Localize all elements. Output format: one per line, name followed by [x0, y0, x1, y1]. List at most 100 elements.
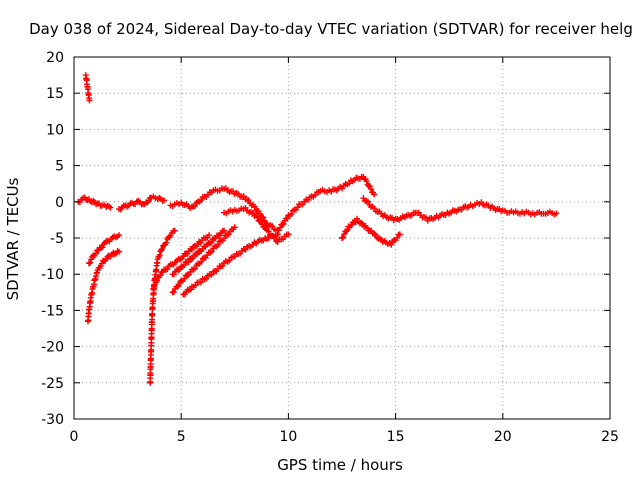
data-point: [156, 252, 163, 259]
data-point: [163, 239, 170, 246]
data-point: [181, 275, 188, 282]
series-spike-top: [82, 72, 93, 104]
data-point: [107, 204, 114, 211]
data-point: [366, 183, 373, 190]
data-point: [285, 231, 292, 238]
series-arc-2: [86, 232, 123, 267]
series-arc-4: [169, 227, 228, 278]
series-arc-3: [150, 232, 213, 292]
series-lower-band: [221, 204, 292, 245]
y-tick-label: 0: [55, 195, 64, 211]
y-tick-label: 5: [55, 159, 64, 175]
data-point: [92, 250, 99, 257]
data-point: [245, 197, 252, 204]
data-point: [251, 203, 258, 210]
data-point: [269, 223, 276, 230]
data-point: [86, 97, 93, 104]
data-point: [240, 193, 247, 200]
data-point: [219, 262, 226, 269]
data-point: [158, 247, 165, 254]
y-tick-label: 20: [46, 50, 64, 66]
data-point: [87, 259, 94, 266]
data-point: [225, 231, 232, 238]
data-point: [191, 265, 198, 272]
data-point: [157, 272, 164, 279]
data-point: [340, 234, 347, 241]
data-point: [258, 218, 265, 225]
data-point: [116, 248, 123, 255]
data-point: [262, 220, 269, 227]
data-point: [208, 248, 215, 255]
data-point: [231, 224, 238, 231]
series-flat-early: [75, 194, 114, 211]
data-point: [367, 186, 374, 193]
data-point: [116, 232, 123, 239]
x-tick-label: 20: [494, 429, 512, 445]
x-tick-label: 15: [387, 429, 405, 445]
data-point: [191, 202, 198, 209]
data-point: [221, 227, 228, 234]
y-tick-label: 10: [46, 122, 64, 138]
series-deep-arc-1: [84, 248, 123, 325]
data-point: [256, 210, 263, 217]
data-point: [153, 277, 160, 284]
y-axis-label: SDTVAR / TECUs: [4, 177, 22, 300]
x-tick-label: 0: [70, 429, 79, 445]
y-tick-label: 15: [46, 86, 64, 102]
y-tick-label: -20: [41, 340, 64, 356]
data-point: [170, 288, 177, 295]
y-tick-label: -10: [41, 267, 64, 283]
x-tick-label: 25: [601, 429, 619, 445]
data-point: [197, 279, 204, 286]
data-point: [288, 211, 295, 218]
data-point: [208, 271, 215, 278]
series-arc-5: [169, 224, 238, 296]
x-tick-label: 5: [177, 429, 186, 445]
data-point: [260, 214, 267, 221]
data-point: [371, 191, 378, 198]
data-point: [171, 227, 178, 234]
data-point: [352, 219, 359, 226]
axis-ticks: 0 5 10 15 20 25 -30 -25 -20 -15 -10 -5 0 5 10 15 20: [41, 50, 619, 445]
data-point: [99, 244, 106, 251]
data-point: [553, 210, 560, 217]
data-point: [145, 198, 152, 205]
data-point: [396, 231, 403, 238]
data-point: [261, 223, 268, 230]
y-tick-label: -5: [50, 231, 64, 247]
data-point: [161, 197, 168, 204]
data-point: [164, 266, 171, 273]
data-point: [280, 220, 287, 227]
series-mid-band: [167, 173, 378, 234]
data-point: [254, 214, 261, 221]
data-point: [388, 241, 395, 248]
y-tick-label: -15: [41, 303, 64, 319]
data-point: [193, 251, 200, 258]
data-point: [422, 214, 429, 221]
series-dip: [339, 215, 403, 248]
y-tick-label: -25: [41, 376, 64, 392]
data-point: [394, 234, 401, 241]
data-point: [284, 215, 291, 222]
data-point: [363, 178, 370, 185]
chart-title: Day 038 of 2024, Sidereal Day-to-day VTE…: [29, 20, 633, 38]
series-arc-6: [180, 231, 281, 298]
data-point: [271, 234, 278, 241]
data-point: [158, 246, 165, 253]
data-point: [206, 232, 213, 239]
y-tick-label: -30: [41, 412, 64, 428]
data-point: [174, 283, 181, 290]
data-point: [265, 228, 272, 235]
data-point: [185, 259, 192, 266]
data-point: [175, 282, 182, 289]
series-late-band: [360, 195, 560, 224]
data-point: [198, 197, 205, 204]
data-point: [151, 285, 158, 292]
data-layer: [75, 72, 560, 386]
data-point: [198, 258, 205, 265]
series-flat-2: [116, 193, 168, 213]
x-axis-label: GPS time / hours: [277, 456, 403, 474]
data-point: [277, 224, 284, 231]
data-point: [294, 204, 301, 211]
